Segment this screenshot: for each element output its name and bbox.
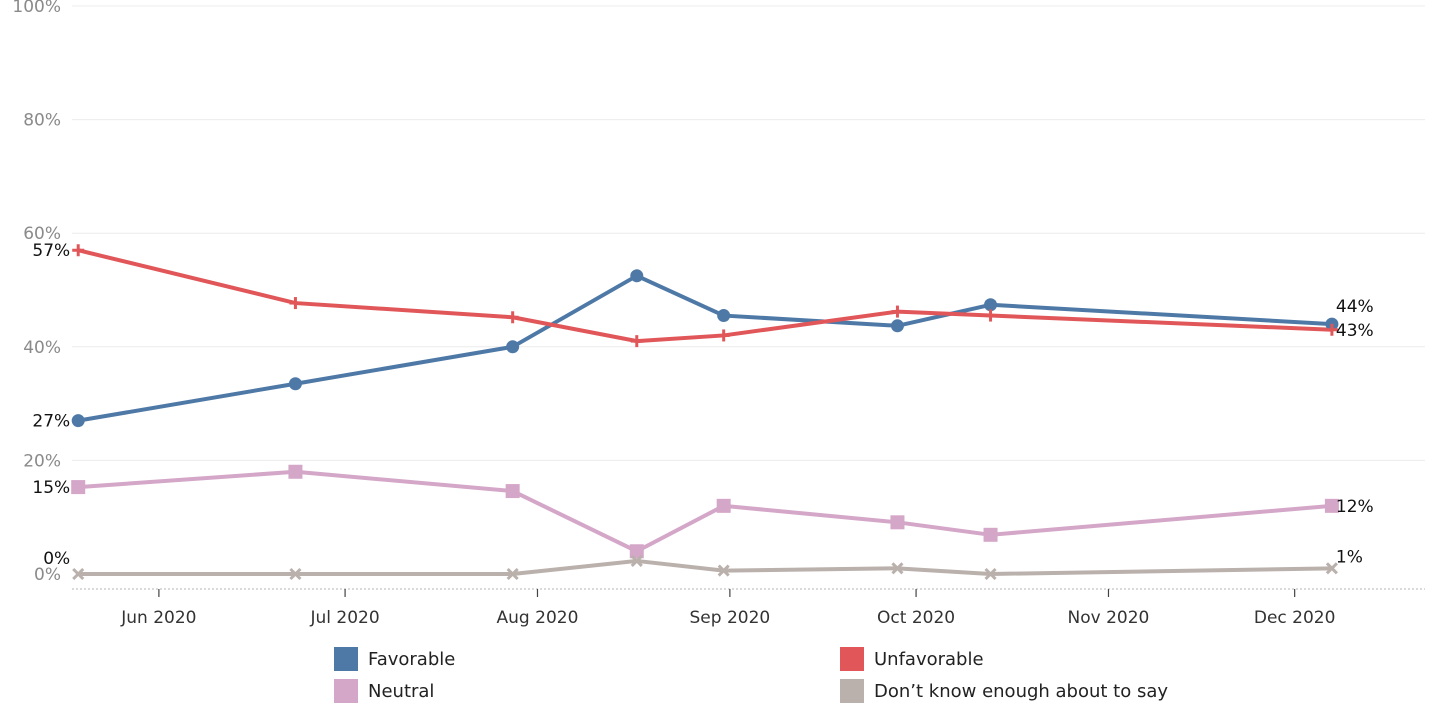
point-marker: [890, 515, 905, 530]
legend-item-favorable[interactable]: Favorable: [334, 646, 455, 672]
legend-swatch-favorable: [334, 647, 358, 671]
x-axis: Jun 2020 Jul 2020 Aug 2020 Sep 2020 Oct 2020…: [72, 588, 1425, 628]
series-line-2: [76, 469, 1334, 554]
point-marker: [630, 554, 643, 567]
point-marker: [1325, 323, 1338, 336]
y-tick-label: 20%: [23, 451, 61, 471]
series-line-1: [76, 248, 1334, 344]
legend-label-unfavorable: Unfavorable: [874, 648, 984, 670]
data-label-end: 1%: [1336, 547, 1363, 567]
series-markers: [71, 244, 1339, 581]
y-tick-label: 0%: [34, 565, 61, 585]
legend-item-unfavorable[interactable]: Unfavorable: [840, 646, 984, 672]
data-label-start: 27%: [32, 412, 70, 432]
point-marker: [71, 480, 86, 495]
y-tick-label: 60%: [23, 224, 61, 244]
legend-swatch-unfavorable: [840, 647, 864, 671]
point-marker: [717, 309, 731, 323]
point-marker: [288, 464, 303, 479]
point-marker: [506, 567, 519, 581]
point-marker: [72, 244, 85, 257]
legend-swatch-neutral: [334, 679, 358, 703]
series-lines: [76, 248, 1334, 576]
point-marker: [984, 567, 997, 581]
y-tick-label: 80%: [23, 111, 61, 131]
point-marker: [716, 498, 731, 513]
point-marker: [891, 305, 904, 318]
data-label-start: 57%: [32, 241, 70, 261]
point-marker: [630, 269, 644, 283]
point-marker: [629, 544, 644, 559]
point-marker: [1325, 562, 1338, 575]
point-marker: [1324, 498, 1339, 513]
legend-item-dont-know[interactable]: Don’t know enough about to say: [840, 678, 1168, 704]
x-tick-label: Nov 2020: [1068, 608, 1150, 628]
point-marker: [717, 564, 730, 577]
data-label-end: 12%: [1336, 497, 1374, 517]
legend-label-neutral: Neutral: [368, 680, 435, 702]
data-label-start: 0%: [43, 549, 70, 569]
point-marker: [630, 335, 643, 348]
point-marker: [717, 329, 730, 342]
data-label-start: 15%: [32, 478, 70, 498]
y-tick-label: 100%: [12, 0, 61, 17]
x-tick-label: Dec 2020: [1254, 608, 1336, 628]
point-marker: [984, 298, 998, 312]
data-label-end: 43%: [1336, 321, 1374, 341]
y-tick-label: 40%: [23, 338, 61, 358]
data-label-end: 44%: [1336, 297, 1374, 317]
x-tick-label: Sep 2020: [690, 608, 771, 628]
series-line-3: [76, 558, 1334, 576]
x-tick-label: Oct 2020: [877, 608, 955, 628]
point-marker: [506, 340, 520, 354]
point-marker: [506, 311, 519, 324]
point-marker: [72, 567, 85, 581]
legend-label-favorable: Favorable: [368, 648, 456, 670]
series-line-0: [76, 273, 1334, 423]
point-marker: [288, 377, 302, 391]
point-marker: [890, 319, 904, 333]
legend-label-dont-know: Don’t know enough about to say: [874, 680, 1169, 702]
data-labels: 27% 44% 57% 43% 15% 12% 0% 1%: [32, 241, 1373, 569]
x-tick-label: Jun 2020: [120, 608, 196, 628]
gridlines: [72, 5, 1425, 461]
x-tick-label: Aug 2020: [497, 608, 579, 628]
point-marker: [984, 309, 997, 322]
legend-swatch-dont-know: [840, 679, 864, 703]
point-marker: [983, 527, 998, 542]
point-marker: [289, 297, 302, 310]
x-tick-label: Jul 2020: [309, 608, 379, 628]
point-marker: [505, 484, 520, 499]
point-marker: [289, 567, 302, 581]
y-axis: 0% 20% 40% 60% 80% 100%: [12, 0, 61, 585]
legend-item-neutral[interactable]: Neutral: [334, 678, 434, 704]
line-chart: 0% 20% 40% 60% 80% 100% Jun 2020 Jul 2020 Aug 2…: [12, 0, 1425, 628]
legend: Favorable Unfavorable Neutral Don’t know…: [334, 642, 1234, 704]
point-marker: [71, 414, 85, 428]
point-marker: [891, 562, 904, 575]
